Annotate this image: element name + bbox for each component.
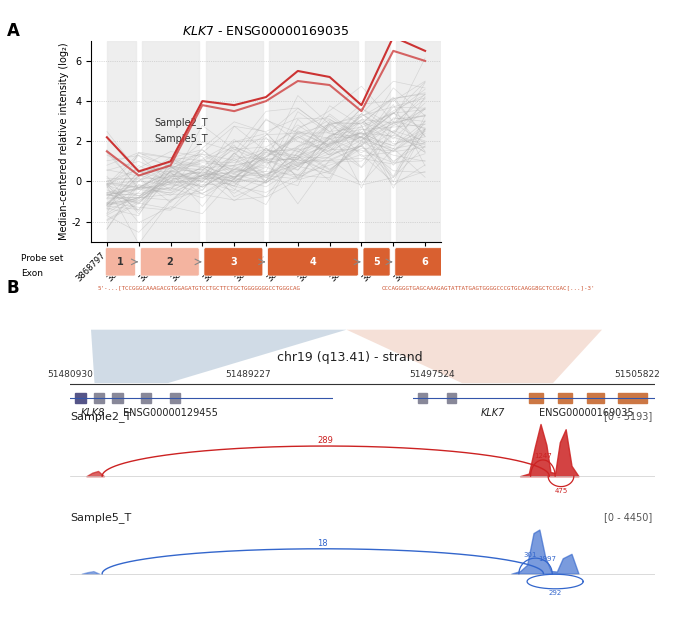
- Text: 1997: 1997: [538, 556, 557, 562]
- Bar: [107, 41, 136, 242]
- Bar: [94, 393, 104, 403]
- Text: 1247: 1247: [534, 453, 552, 459]
- Text: 2: 2: [167, 257, 173, 267]
- Text: CCCAGGGGTGAGCAAAGAGTATTATGAGTGGGGCCCGTGCAAGG8GCTCCGAC[...]-3': CCCAGGGGTGAGCAAAGAGTATTATGAGTGGGGCCCGTGC…: [382, 285, 595, 290]
- Y-axis label: Median-centered relative intensity (log₂): Median-centered relative intensity (log₂…: [59, 43, 69, 240]
- Text: 6: 6: [421, 257, 428, 267]
- Text: 51497524: 51497524: [410, 371, 455, 379]
- Bar: [76, 393, 85, 403]
- Text: $\it{KLK7}$ Exon 3: $\it{KLK7}$ Exon 3: [410, 299, 539, 318]
- Bar: [169, 393, 181, 403]
- Bar: [618, 393, 648, 403]
- Bar: [270, 41, 358, 242]
- Bar: [112, 393, 122, 403]
- Text: 5: 5: [373, 257, 380, 267]
- Text: B: B: [7, 279, 20, 298]
- Text: [0 - 4450]: [0 - 4450]: [604, 512, 652, 522]
- Text: Sample2_T: Sample2_T: [70, 411, 132, 422]
- Text: 1: 1: [117, 257, 124, 267]
- Bar: [587, 393, 604, 403]
- Text: 292: 292: [549, 590, 562, 596]
- Text: ENSG00000169035: ENSG00000169035: [538, 408, 634, 418]
- Text: Sample2_T: Sample2_T: [155, 117, 209, 128]
- FancyBboxPatch shape: [140, 247, 199, 276]
- Text: [0 - 5193]: [0 - 5193]: [604, 411, 652, 421]
- Text: Exon: Exon: [21, 269, 43, 278]
- Text: KLK7: KLK7: [481, 408, 505, 418]
- Text: 51480930: 51480930: [47, 371, 93, 379]
- Text: 301: 301: [523, 551, 536, 558]
- FancyBboxPatch shape: [267, 247, 358, 276]
- Text: KLK8: KLK8: [80, 408, 105, 418]
- Bar: [396, 41, 454, 242]
- Text: Sample5_T: Sample5_T: [155, 133, 209, 144]
- Text: A: A: [7, 22, 20, 40]
- Text: chr19 (q13.41) - strand: chr19 (q13.41) - strand: [277, 352, 423, 364]
- Bar: [418, 393, 428, 403]
- FancyBboxPatch shape: [105, 247, 136, 276]
- Text: 3: 3: [230, 257, 237, 267]
- Text: ENSG00000129455: ENSG00000129455: [122, 408, 218, 418]
- Text: 51489227: 51489227: [225, 371, 271, 379]
- FancyBboxPatch shape: [204, 247, 262, 276]
- Bar: [206, 41, 262, 242]
- Text: 5'-...[TCCGGGCAAAGACGTGGAGATGTCCTGCTTCTGCTGGGGGGGCCTGGGCAG: 5'-...[TCCGGGCAAAGACGTGGAGATGTCCTGCTTCTG…: [98, 285, 301, 290]
- Text: $\it{KLK8}$ Exon 2: $\it{KLK8}$ Exon 2: [154, 299, 284, 318]
- Bar: [558, 393, 573, 403]
- FancyBboxPatch shape: [395, 247, 454, 276]
- Text: 289: 289: [318, 436, 334, 445]
- Text: 475: 475: [554, 488, 568, 494]
- Bar: [141, 393, 151, 403]
- Bar: [142, 41, 200, 242]
- Bar: [365, 41, 390, 242]
- Text: 18: 18: [318, 539, 328, 548]
- Text: 4: 4: [309, 257, 316, 267]
- Bar: [447, 393, 456, 403]
- Text: Sample5_T: Sample5_T: [70, 512, 132, 522]
- Text: Probe set: Probe set: [21, 254, 64, 263]
- Title: $\it{KLK7}$ - ENSG00000169035: $\it{KLK7}$ - ENSG00000169035: [183, 25, 349, 38]
- Text: 51505822: 51505822: [614, 371, 660, 379]
- FancyBboxPatch shape: [363, 247, 390, 276]
- Bar: [529, 393, 543, 403]
